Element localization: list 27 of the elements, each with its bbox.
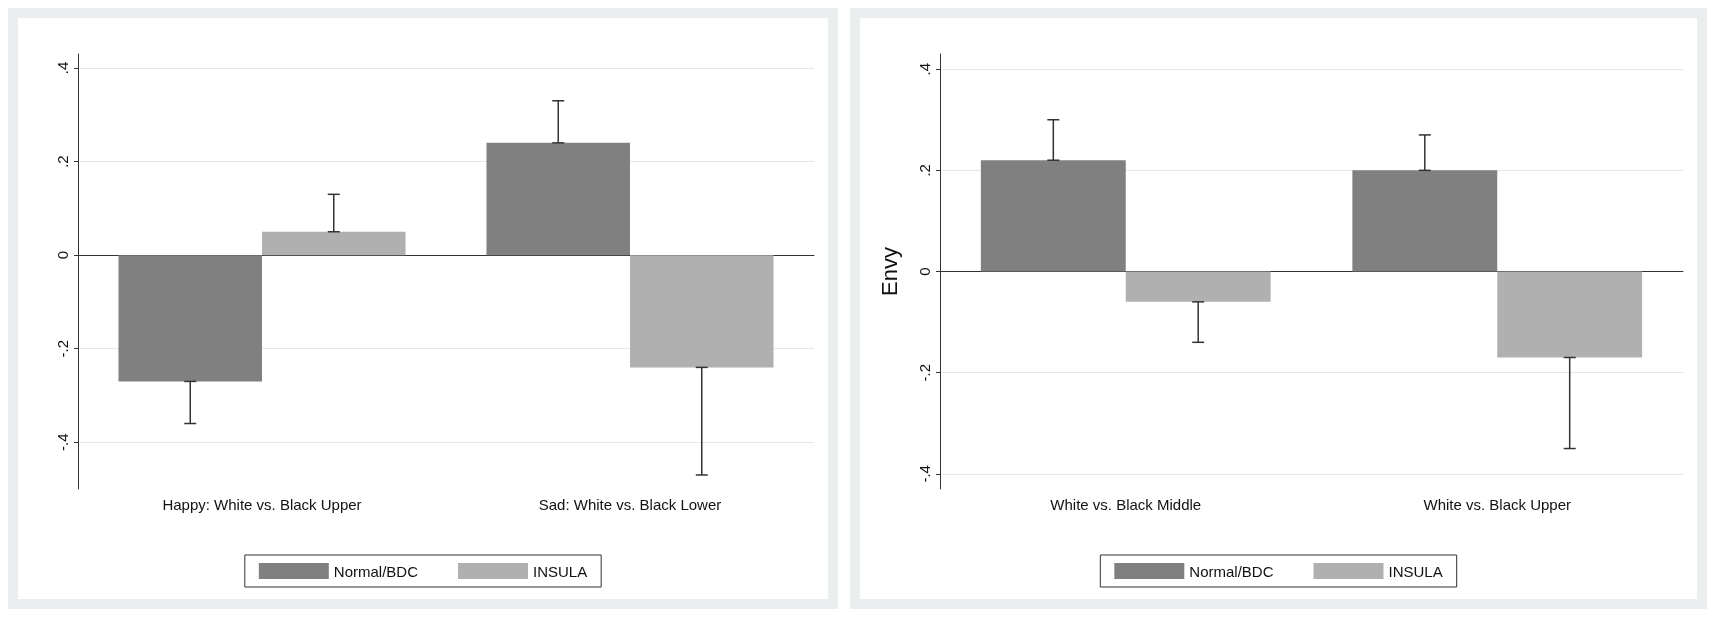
legend-label: INSULA [1388, 562, 1443, 580]
y-tick-label: .4 [916, 62, 933, 76]
legend-label: Normal/BDC [1189, 562, 1274, 580]
legend-label: INSULA [533, 562, 588, 580]
x-tick-label: White vs. Black Upper [1423, 496, 1572, 513]
bar [630, 255, 774, 368]
y-tick-label: 0 [916, 267, 933, 276]
bar [118, 255, 262, 382]
bar [980, 160, 1126, 272]
x-tick-label: Sad: White vs. Black Lower [538, 496, 722, 513]
bar [1125, 271, 1271, 302]
y-tick-label: -.4 [54, 433, 71, 451]
x-tick-label: White vs. Black Middle [1050, 496, 1202, 513]
bar [1352, 170, 1498, 272]
y-tick-label: 0 [54, 250, 71, 260]
y-tick-label: -.2 [54, 339, 71, 358]
y-tick-label: -.4 [916, 465, 933, 483]
bar [486, 142, 630, 256]
y-tick-label: -.2 [916, 363, 933, 382]
bar [262, 231, 406, 256]
y-axis-title: Envy [876, 247, 902, 296]
y-tick-label: .2 [54, 155, 71, 168]
x-tick-label: Happy: White vs. Black Upper [162, 496, 362, 513]
bar [1497, 271, 1643, 358]
y-tick-label: .4 [54, 61, 71, 75]
legend-label: Normal/BDC [333, 562, 419, 580]
y-tick-label: .2 [916, 164, 933, 177]
